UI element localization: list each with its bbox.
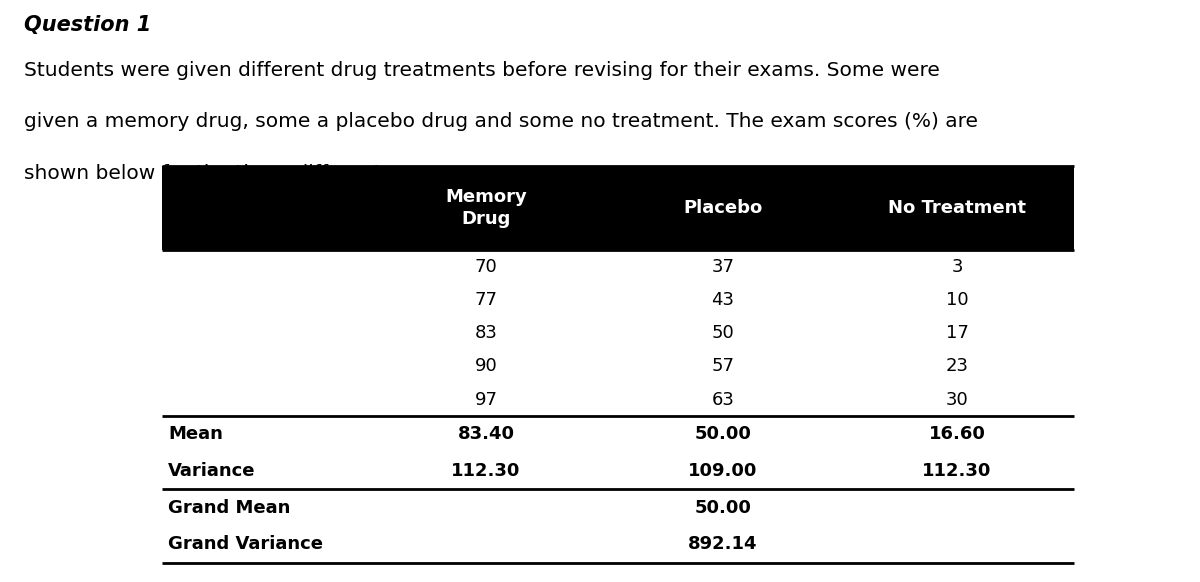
Text: 50: 50 [712,324,734,342]
Text: 10: 10 [946,291,968,309]
Text: 83: 83 [474,324,498,342]
Text: 112.30: 112.30 [451,462,521,480]
Text: 90: 90 [475,357,497,375]
Text: 43: 43 [712,291,734,309]
Text: 70: 70 [475,258,497,276]
Text: 17: 17 [946,324,968,342]
Text: Students were given different drug treatments before revising for their exams. S: Students were given different drug treat… [24,61,940,80]
Text: 57: 57 [712,357,734,375]
Text: shown below for the three different groups:: shown below for the three different grou… [24,164,464,183]
Text: Memory
Drug: Memory Drug [445,189,527,228]
Text: 77: 77 [474,291,498,309]
Text: 109.00: 109.00 [689,462,757,480]
Text: Mean: Mean [168,425,223,443]
Text: Question 1: Question 1 [24,15,151,34]
Text: No Treatment: No Treatment [888,199,1026,217]
Text: 30: 30 [946,391,968,409]
Text: Grand Variance: Grand Variance [168,535,323,553]
Text: 892.14: 892.14 [689,535,757,553]
Text: 16.60: 16.60 [929,425,985,443]
Text: 50.00: 50.00 [695,425,751,443]
Text: 37: 37 [712,258,734,276]
Text: 97: 97 [474,391,498,409]
Text: 63: 63 [712,391,734,409]
Text: Grand Mean: Grand Mean [168,499,290,517]
Text: 23: 23 [946,357,968,375]
Text: Placebo: Placebo [683,199,763,217]
Text: 83.40: 83.40 [457,425,515,443]
Text: Variance: Variance [168,462,256,480]
Text: given a memory drug, some a placebo drug and some no treatment. The exam scores : given a memory drug, some a placebo drug… [24,112,978,132]
Text: 50.00: 50.00 [695,499,751,517]
Text: 112.30: 112.30 [923,462,991,480]
Text: 3: 3 [952,258,962,276]
